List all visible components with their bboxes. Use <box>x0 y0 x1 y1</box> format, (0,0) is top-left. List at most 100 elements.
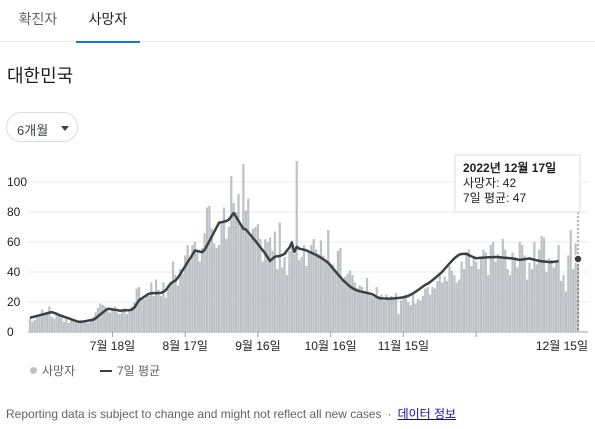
bar <box>465 254 468 332</box>
tab-bar: 확진자 사망자 <box>0 0 595 43</box>
bar <box>375 287 378 332</box>
bar <box>48 306 51 332</box>
y-tick-label: 20 <box>7 295 21 309</box>
bar <box>496 254 500 332</box>
bar <box>327 230 330 332</box>
bar <box>138 287 141 332</box>
bar <box>227 227 230 332</box>
bar <box>142 299 146 332</box>
bar <box>528 263 531 332</box>
deaths-chart[interactable]: 0 20 40 60 80 100 7월 18일 8월 17일 9월 16일 10월 16일 11… <box>0 148 595 353</box>
bar <box>489 245 492 332</box>
bar <box>196 251 199 332</box>
legend-deaths: 사망자 <box>42 364 76 378</box>
bar <box>298 260 301 332</box>
bar <box>305 266 308 332</box>
bar <box>179 269 182 332</box>
bar <box>317 254 320 332</box>
bar <box>154 279 158 332</box>
bar <box>130 306 133 332</box>
bar <box>368 293 371 332</box>
bar <box>346 273 349 332</box>
bar <box>550 260 553 332</box>
bar <box>254 227 257 332</box>
bar <box>60 317 63 332</box>
bar <box>378 296 381 332</box>
bar <box>208 206 211 332</box>
bar <box>43 315 46 332</box>
bar <box>62 321 66 332</box>
bar <box>169 282 172 332</box>
bar <box>104 306 107 332</box>
bar <box>239 227 243 332</box>
bar <box>176 285 180 332</box>
bar <box>58 315 61 332</box>
bar <box>416 299 420 332</box>
bar <box>428 294 432 332</box>
legend-average: 7일 평균 <box>117 364 161 378</box>
bar <box>249 237 252 332</box>
bar <box>535 264 538 332</box>
bar <box>201 248 204 332</box>
bar <box>251 228 255 332</box>
bar <box>121 309 124 332</box>
bar <box>407 302 410 332</box>
bar <box>455 282 458 332</box>
bar <box>205 207 209 332</box>
tooltip: 2022년 12월 17일 사망자: 42 7일 평균: 47 <box>454 154 581 213</box>
disclaimer-text: Reporting data is subject to change and … <box>6 407 382 421</box>
data-info-link[interactable]: 데이터 정보 <box>397 407 457 421</box>
y-tick-label: 60 <box>7 235 21 249</box>
footer: Reporting data is subject to change and … <box>6 405 456 422</box>
tab-deaths[interactable]: 사망자 <box>72 0 144 43</box>
bar <box>361 287 364 332</box>
bar <box>487 275 490 332</box>
bar <box>414 303 417 332</box>
bar <box>458 279 461 332</box>
bar <box>307 252 310 332</box>
bar <box>404 294 407 332</box>
bar <box>82 323 85 332</box>
bar <box>339 248 342 332</box>
bar <box>433 288 437 332</box>
bar <box>499 258 502 332</box>
bar <box>552 267 555 332</box>
bar <box>315 249 318 332</box>
bar <box>504 249 507 332</box>
bar <box>38 314 41 332</box>
bar <box>290 240 293 332</box>
bar <box>399 300 403 332</box>
bar <box>230 176 233 332</box>
bar <box>341 279 344 332</box>
bar <box>382 300 386 332</box>
bar <box>412 293 415 332</box>
bar <box>45 314 49 332</box>
bar <box>70 320 73 332</box>
bar <box>559 281 563 332</box>
bar <box>479 258 483 332</box>
x-tick-label: 7월 18일 <box>90 339 135 353</box>
bar <box>79 321 83 332</box>
bar <box>218 245 221 332</box>
bar <box>538 249 541 332</box>
x-tick-label: 12월 15일 <box>536 339 588 353</box>
bar <box>101 305 104 332</box>
bar <box>562 275 565 332</box>
bar <box>77 323 80 332</box>
bar <box>336 251 340 332</box>
range-dropdown[interactable]: 6개월 <box>6 112 78 142</box>
bar <box>467 249 470 332</box>
bar <box>533 242 536 332</box>
bar <box>460 261 463 332</box>
bar <box>387 297 390 332</box>
bar <box>28 318 32 332</box>
bar <box>324 260 327 332</box>
bar <box>300 257 303 332</box>
tab-confirmed[interactable]: 확진자 <box>18 11 58 27</box>
bar <box>33 320 36 332</box>
bar <box>392 299 395 332</box>
bar <box>203 233 206 332</box>
bar <box>111 309 114 332</box>
bar <box>395 293 398 332</box>
bar <box>358 285 361 332</box>
